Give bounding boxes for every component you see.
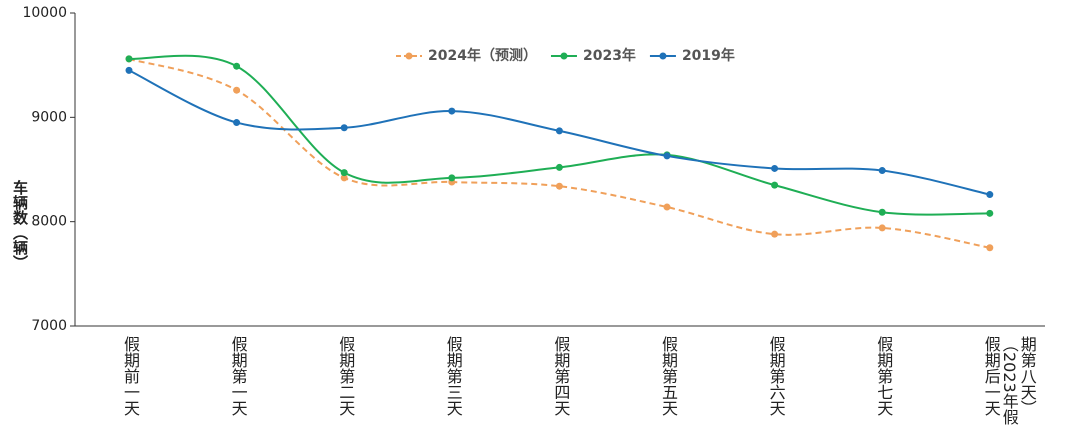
y-axis-label: 车辆数（辆） bbox=[11, 180, 29, 270]
point bbox=[986, 191, 994, 199]
point bbox=[233, 62, 241, 70]
point bbox=[878, 208, 886, 216]
legend-marker bbox=[405, 52, 413, 60]
series-line bbox=[128, 57, 990, 249]
point bbox=[125, 66, 133, 74]
legend-marker bbox=[659, 52, 667, 60]
point bbox=[233, 119, 241, 127]
point bbox=[555, 182, 563, 190]
point bbox=[771, 230, 779, 238]
point bbox=[555, 163, 563, 171]
point bbox=[986, 209, 994, 217]
point bbox=[663, 152, 671, 160]
series-line bbox=[128, 54, 990, 216]
x-tick-label: 假期第三天 bbox=[443, 336, 463, 416]
point bbox=[878, 167, 886, 175]
x-tick-label: 假期第六天 bbox=[766, 336, 786, 416]
x-tick-label: 假期第五天 bbox=[659, 336, 678, 416]
point bbox=[340, 169, 348, 177]
x-tick-label: 假期第七天 bbox=[874, 336, 894, 416]
point bbox=[771, 181, 779, 189]
point bbox=[555, 127, 563, 135]
y-tick-label: 8000 bbox=[31, 214, 67, 230]
point bbox=[448, 107, 456, 115]
point bbox=[233, 86, 241, 94]
point bbox=[125, 55, 133, 63]
point bbox=[340, 124, 348, 132]
x-tick-label: 假期后一天（2023年假期第八天） bbox=[981, 336, 1037, 425]
y-tick-label: 7000 bbox=[31, 318, 67, 334]
point bbox=[340, 174, 348, 182]
legend-label: 2024年（预测） bbox=[428, 47, 537, 64]
point bbox=[878, 224, 886, 232]
y-tick-label: 9000 bbox=[31, 109, 67, 125]
y-tick-label: 10000 bbox=[22, 5, 67, 21]
point bbox=[448, 174, 456, 182]
legend-marker bbox=[560, 52, 568, 60]
point bbox=[986, 244, 994, 252]
point bbox=[771, 164, 779, 172]
x-tick-label: 假期第一天 bbox=[228, 336, 248, 416]
point bbox=[663, 203, 671, 211]
legend-label: 2019年 bbox=[682, 47, 735, 64]
x-tick-label: 假期第四天 bbox=[551, 336, 571, 416]
x-tick-label: 假期前一天 bbox=[121, 336, 140, 416]
legend-label: 2023年 bbox=[583, 47, 636, 64]
x-tick-label: 假期第二天 bbox=[336, 336, 356, 416]
